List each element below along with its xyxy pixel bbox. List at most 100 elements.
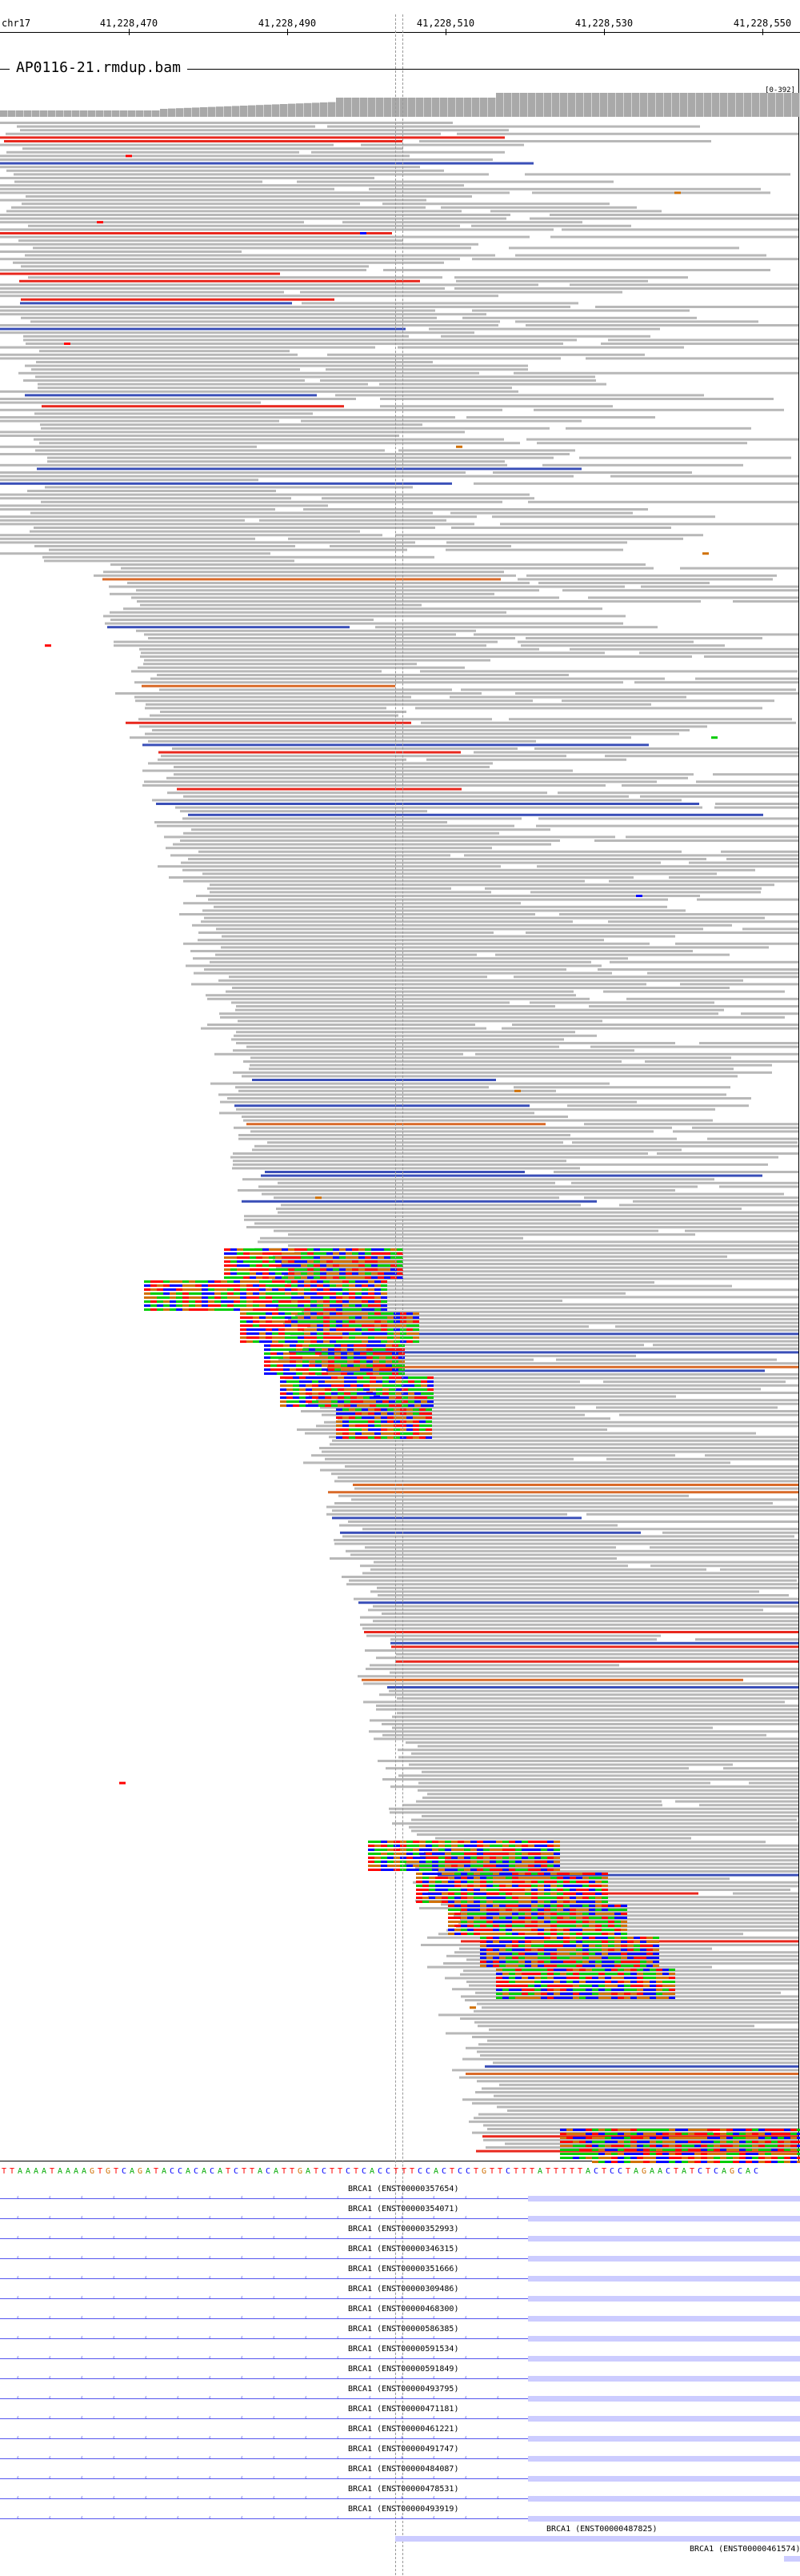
soft-clip-base[interactable] (627, 1937, 634, 1939)
soft-clip-base[interactable] (275, 1276, 282, 1279)
soft-clip-base[interactable] (506, 1889, 512, 1891)
soft-clip-base[interactable] (395, 1384, 402, 1387)
soft-clip-base[interactable] (499, 1933, 506, 1935)
soft-clip-base[interactable] (286, 1392, 293, 1395)
soft-clip-base[interactable] (576, 1893, 582, 1895)
soft-clip-base[interactable] (306, 1388, 312, 1391)
soft-clip-base[interactable] (480, 1953, 486, 1955)
soft-clip-base[interactable] (144, 1292, 150, 1295)
soft-clip-base[interactable] (373, 1372, 379, 1375)
soft-clip-base[interactable] (502, 1853, 509, 1855)
soft-clip-base[interactable] (259, 1284, 266, 1287)
soft-clip-base[interactable] (496, 1853, 502, 1855)
soft-clip-base[interactable] (493, 1901, 499, 1903)
read[interactable] (466, 1958, 798, 1961)
soft-clip-base[interactable] (318, 1380, 325, 1383)
soft-clip-base[interactable] (429, 1889, 435, 1891)
soft-clip-base[interactable] (381, 1869, 387, 1871)
soft-clip-base[interactable] (349, 1296, 355, 1299)
soft-clip-base[interactable] (150, 1300, 157, 1303)
soft-clip-base[interactable] (371, 1268, 378, 1271)
soft-clip-base[interactable] (296, 1364, 302, 1367)
soft-clip-base[interactable] (322, 1352, 328, 1355)
soft-clip-base[interactable] (598, 2145, 605, 2147)
soft-clip-base[interactable] (227, 1280, 234, 1283)
read[interactable] (198, 850, 682, 853)
soft-clip-base[interactable] (331, 1380, 338, 1383)
soft-clip-base[interactable] (605, 2141, 611, 2143)
soft-clip-base[interactable] (323, 1312, 330, 1315)
soft-clip-base[interactable] (293, 1380, 299, 1383)
soft-clip-base[interactable] (518, 1937, 525, 1939)
soft-clip-base[interactable] (554, 1869, 560, 1871)
soft-clip-base[interactable] (547, 1861, 554, 1863)
soft-clip-base[interactable] (378, 1248, 384, 1251)
soft-clip-base[interactable] (421, 1404, 427, 1407)
soft-clip-base[interactable] (299, 1384, 306, 1387)
soft-clip-base[interactable] (483, 1857, 490, 1859)
soft-clip-base[interactable] (458, 1845, 464, 1847)
soft-clip-base[interactable] (240, 1288, 246, 1291)
soft-clip-base[interactable] (350, 1380, 357, 1383)
soft-clip-base[interactable] (374, 1420, 381, 1423)
soft-clip-base[interactable] (370, 1388, 376, 1391)
soft-clip-base[interactable] (390, 1248, 397, 1251)
read[interactable] (639, 651, 798, 655)
soft-clip-base[interactable] (675, 2145, 682, 2147)
read[interactable] (103, 571, 504, 574)
soft-clip-base[interactable] (614, 1965, 621, 1967)
soft-clip-base[interactable] (688, 2145, 694, 2147)
soft-clip-base[interactable] (650, 1985, 656, 1987)
soft-clip-base[interactable] (394, 1436, 400, 1439)
soft-clip-base[interactable] (611, 1993, 618, 1995)
soft-clip-base[interactable] (496, 1969, 502, 1971)
soft-clip-base[interactable] (528, 1869, 534, 1871)
soft-clip-base[interactable] (355, 1288, 362, 1291)
soft-clip-base[interactable] (306, 1392, 312, 1395)
soft-clip-base[interactable] (592, 2141, 598, 2143)
soft-clip-base[interactable] (382, 1392, 389, 1395)
read[interactable] (695, 677, 798, 680)
read[interactable] (507, 2109, 798, 2112)
soft-clip-base[interactable] (598, 2153, 605, 2155)
soft-clip-base[interactable] (486, 1909, 493, 1911)
read[interactable] (23, 335, 409, 338)
read[interactable] (427, 1793, 798, 1796)
soft-clip-base[interactable] (586, 1997, 592, 1999)
soft-clip-base[interactable] (598, 2141, 605, 2143)
soft-clip-base[interactable] (602, 1957, 608, 1959)
read[interactable] (462, 2098, 798, 2101)
soft-clip-base[interactable] (544, 1913, 550, 1915)
soft-clip-base[interactable] (250, 1276, 256, 1279)
soft-clip-base[interactable] (253, 1292, 259, 1295)
soft-clip-base[interactable] (458, 1865, 464, 1867)
soft-clip-base[interactable] (309, 1360, 315, 1363)
soft-clip-base[interactable] (797, 2133, 800, 2135)
soft-clip-base[interactable] (637, 1997, 643, 1999)
soft-clip-base[interactable] (573, 2149, 579, 2151)
soft-clip-base[interactable] (438, 1845, 445, 1847)
soft-clip-base[interactable] (376, 1388, 382, 1391)
soft-clip-base[interactable] (531, 1901, 538, 1903)
read[interactable] (246, 1123, 546, 1126)
soft-clip-base[interactable] (570, 1933, 576, 1935)
soft-clip-base[interactable] (326, 1260, 333, 1263)
soft-clip-base[interactable] (208, 1304, 214, 1307)
soft-clip-base[interactable] (387, 1869, 394, 1871)
soft-clip-base[interactable] (342, 1408, 349, 1411)
soft-clip-base[interactable] (528, 1853, 534, 1855)
soft-clip-base[interactable] (253, 1304, 259, 1307)
soft-clip-base[interactable] (573, 1973, 579, 1975)
read[interactable] (526, 637, 762, 639)
soft-clip-base[interactable] (400, 1328, 406, 1331)
soft-clip-base[interactable] (515, 1985, 522, 1987)
soft-clip-base[interactable] (285, 1284, 291, 1287)
soft-clip-base[interactable] (344, 1396, 350, 1399)
read[interactable] (328, 1491, 798, 1494)
read[interactable] (419, 1907, 798, 1909)
soft-clip-base[interactable] (346, 1260, 352, 1263)
soft-clip-base[interactable] (362, 1336, 368, 1339)
soft-clip-base[interactable] (381, 1436, 387, 1439)
soft-clip-base[interactable] (246, 1324, 253, 1327)
soft-clip-base[interactable] (570, 1937, 576, 1939)
